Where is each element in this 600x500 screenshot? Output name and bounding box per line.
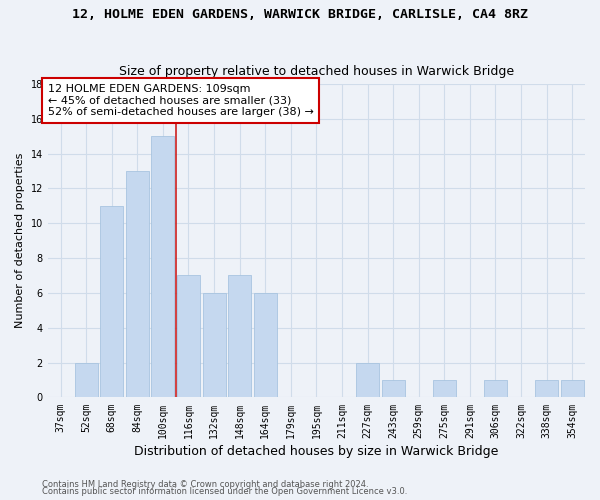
Bar [484,380,507,398]
Bar [228,276,251,398]
Bar [74,362,98,398]
Bar [151,136,175,398]
Y-axis label: Number of detached properties: Number of detached properties [15,153,25,328]
Bar [126,171,149,398]
Bar [560,380,584,398]
X-axis label: Distribution of detached houses by size in Warwick Bridge: Distribution of detached houses by size … [134,444,499,458]
Bar [100,206,123,398]
Text: Contains HM Land Registry data © Crown copyright and database right 2024.: Contains HM Land Registry data © Crown c… [42,480,368,489]
Bar [203,293,226,398]
Bar [433,380,456,398]
Bar [254,293,277,398]
Text: Contains public sector information licensed under the Open Government Licence v3: Contains public sector information licen… [42,488,407,496]
Text: 12 HOLME EDEN GARDENS: 109sqm
← 45% of detached houses are smaller (33)
52% of s: 12 HOLME EDEN GARDENS: 109sqm ← 45% of d… [48,84,314,117]
Bar [356,362,379,398]
Bar [177,276,200,398]
Bar [535,380,558,398]
Text: 12, HOLME EDEN GARDENS, WARWICK BRIDGE, CARLISLE, CA4 8RZ: 12, HOLME EDEN GARDENS, WARWICK BRIDGE, … [72,8,528,20]
Bar [382,380,404,398]
Title: Size of property relative to detached houses in Warwick Bridge: Size of property relative to detached ho… [119,66,514,78]
